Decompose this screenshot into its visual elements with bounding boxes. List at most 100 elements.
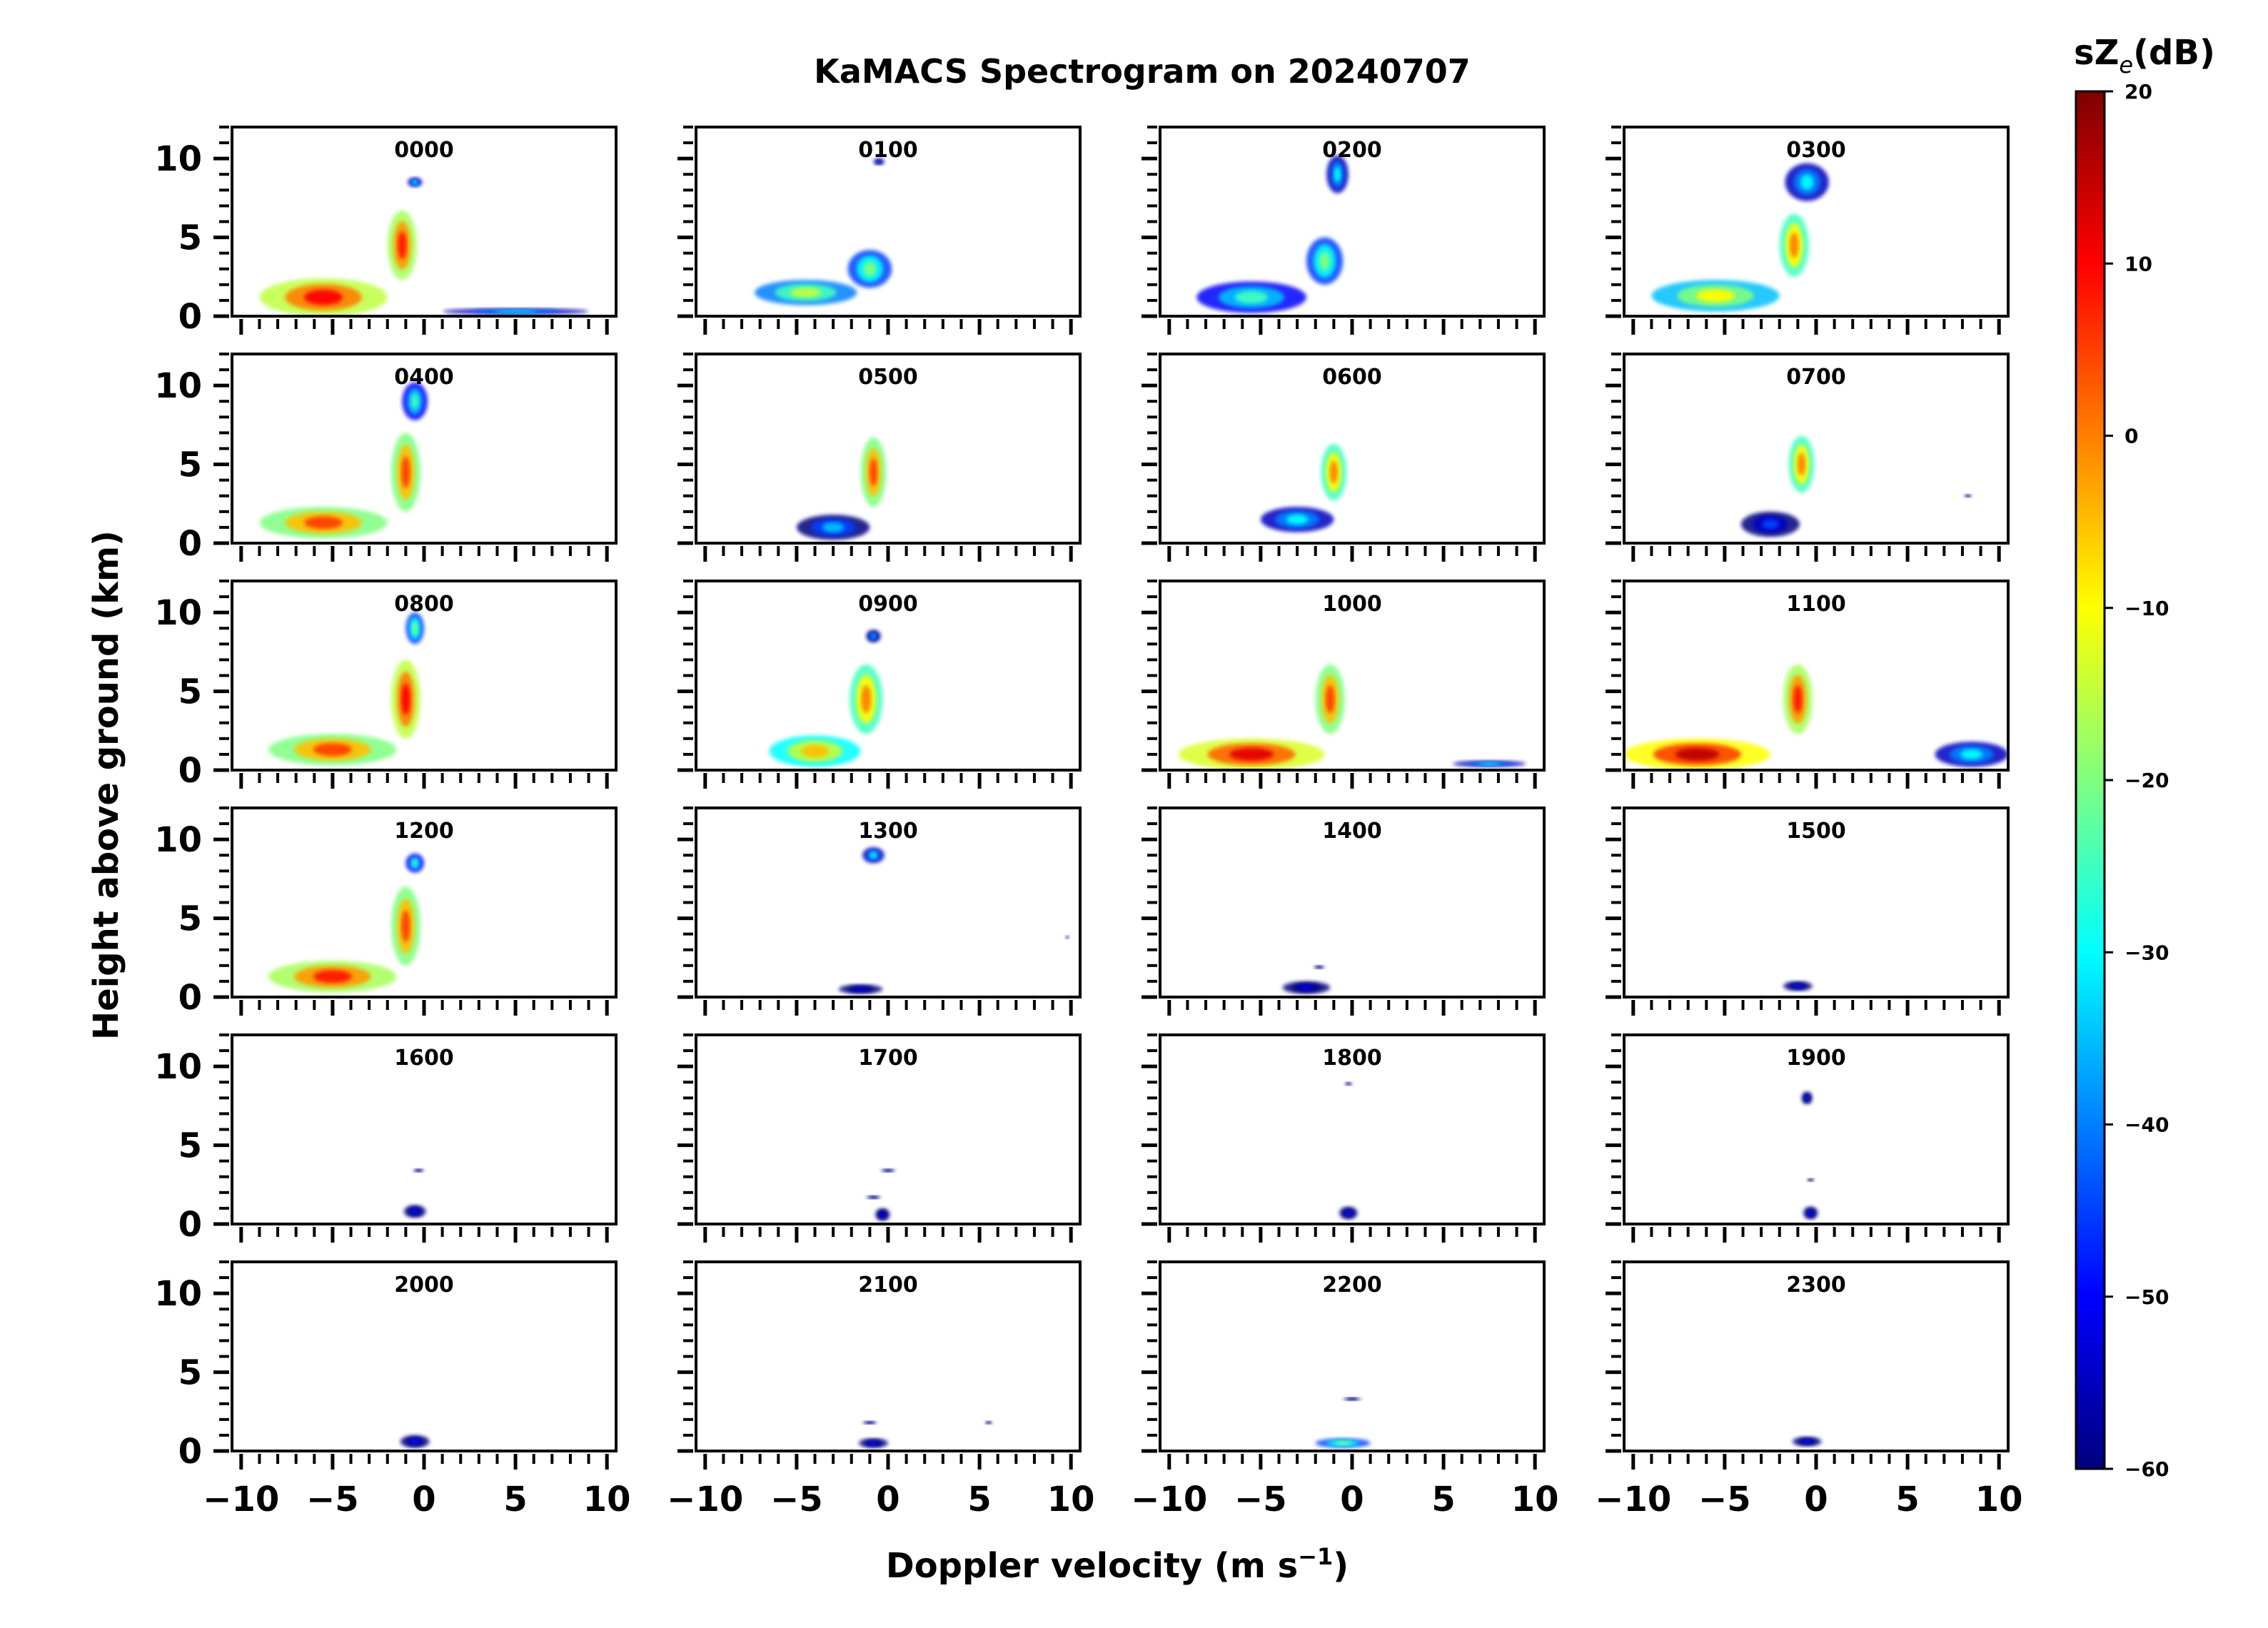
colorbar-tick-label: −40 bbox=[2125, 1113, 2169, 1137]
panel-frame bbox=[1623, 1033, 2010, 1225]
colorbar-tick-label: 10 bbox=[2125, 252, 2152, 275]
x-tick-label: 0 bbox=[876, 1480, 899, 1520]
spectrum-blob-core bbox=[871, 633, 876, 639]
spectrum-blob-core bbox=[1675, 748, 1720, 761]
y-tick-label: 10 bbox=[154, 593, 202, 633]
spectrum-blob-core bbox=[870, 851, 877, 859]
panel-label: 0900 bbox=[858, 592, 918, 617]
spectrum-blob-core bbox=[401, 910, 410, 942]
panel-0700: 0700 bbox=[1606, 353, 2010, 562]
spectra-layer bbox=[1801, 1091, 1818, 1220]
y-tick-label: 0 bbox=[178, 524, 202, 564]
spectrum-blob-core bbox=[304, 516, 343, 530]
y-tick-label: 0 bbox=[178, 297, 202, 337]
spectra-layer bbox=[796, 438, 887, 540]
spectrum-blob-core bbox=[1805, 1095, 1809, 1101]
colorbar-tick-label: 0 bbox=[2125, 425, 2138, 448]
y-tick-label: 5 bbox=[178, 899, 202, 939]
panel-label: 1900 bbox=[1786, 1046, 1846, 1071]
colorbar-tick-label: −10 bbox=[2125, 597, 2169, 620]
panel-label: 1100 bbox=[1786, 592, 1846, 617]
spectrum-blob-core bbox=[1229, 748, 1274, 761]
panel-1100: 1100 bbox=[1606, 580, 2010, 789]
x-tick-label: −10 bbox=[667, 1480, 743, 1520]
panel-frame bbox=[695, 580, 1082, 772]
spectrum-blob-core bbox=[1349, 1398, 1355, 1400]
x-tick-label: 10 bbox=[583, 1480, 631, 1520]
colorbar-tick-label: −20 bbox=[2125, 769, 2169, 792]
spectrum-blob-core bbox=[1317, 966, 1321, 968]
spectrum-blob-core bbox=[304, 289, 343, 305]
panel-0100: 0100 bbox=[677, 126, 1082, 335]
panel-label: 0100 bbox=[858, 138, 918, 163]
spectra-layer bbox=[400, 1435, 430, 1448]
y-tick-label: 10 bbox=[154, 139, 202, 179]
x-tick-label: −10 bbox=[1595, 1480, 1671, 1520]
spectra-layer bbox=[838, 847, 1069, 994]
x-tick-label: −5 bbox=[1234, 1480, 1287, 1520]
panel-frame bbox=[231, 1260, 618, 1452]
x-tick-label: 0 bbox=[412, 1480, 435, 1520]
panel-background bbox=[1624, 808, 2008, 997]
colorbar-tick-label: −50 bbox=[2125, 1285, 2169, 1309]
panel-label: 0700 bbox=[1786, 365, 1846, 390]
panel-background bbox=[696, 354, 1080, 543]
spectrum-blob-core bbox=[1067, 936, 1068, 938]
x-tick-label: −5 bbox=[770, 1480, 823, 1520]
panel-frame bbox=[1623, 807, 2010, 998]
panel-frame bbox=[1623, 1260, 2010, 1452]
panel-frame bbox=[1623, 353, 2010, 545]
panel-label: 1300 bbox=[858, 819, 918, 844]
panel-label: 1800 bbox=[1322, 1046, 1382, 1071]
panel-0800: 0800 0 5 10 bbox=[154, 580, 618, 791]
panel-label: 0600 bbox=[1322, 365, 1382, 390]
colorbar-ticks: 20 10 0 −10 −20 −30 −40 −50 −60 bbox=[2105, 80, 2169, 1481]
panel-frame bbox=[695, 807, 1082, 998]
y-tick-label: 10 bbox=[154, 1274, 202, 1314]
panel-background bbox=[1160, 1035, 1544, 1224]
spectrum-blob-core bbox=[401, 456, 410, 488]
spectra-layer bbox=[1740, 435, 1972, 537]
spectra-layer bbox=[769, 630, 883, 767]
spectrum-blob-core bbox=[401, 683, 410, 715]
spectrum-blob-core bbox=[867, 1422, 872, 1424]
x-tick-label: 0 bbox=[1340, 1480, 1364, 1520]
panel-0500: 0500 bbox=[677, 353, 1082, 562]
spectrum-blob-core bbox=[313, 743, 352, 757]
panel-1200: 1200 0 5 10 bbox=[154, 807, 618, 1018]
spectra-layer bbox=[1651, 163, 1829, 312]
panel-1700: 1700 bbox=[677, 1033, 1082, 1243]
panel-background bbox=[1160, 581, 1544, 770]
y-tick-label: 10 bbox=[154, 820, 202, 860]
panel-label: 0200 bbox=[1322, 138, 1382, 163]
spectrum-blob-core bbox=[1334, 166, 1341, 182]
panel-frame bbox=[695, 1260, 1082, 1452]
x-tick-label: 5 bbox=[1431, 1480, 1455, 1520]
panel-frame bbox=[695, 1033, 1082, 1225]
panel-label: 2200 bbox=[1322, 1273, 1382, 1298]
spectrum-blob-core bbox=[861, 685, 872, 714]
x-tick-label: −10 bbox=[203, 1480, 279, 1520]
panel-background bbox=[696, 1262, 1080, 1451]
spectrum-blob-core bbox=[493, 310, 538, 313]
panel-0300: 0300 bbox=[1606, 126, 2010, 335]
x-tick-label: −5 bbox=[306, 1480, 359, 1520]
panel-frame bbox=[1159, 126, 1546, 318]
spectrum-blob-core bbox=[1299, 985, 1314, 991]
panel-1500: 1500 bbox=[1606, 807, 2010, 1016]
y-tick-label: 5 bbox=[178, 1126, 202, 1166]
spectra-layer bbox=[754, 158, 892, 305]
spectra-layer bbox=[1315, 1397, 1371, 1448]
panel-background bbox=[696, 581, 1080, 770]
x-tick-label: 5 bbox=[967, 1480, 991, 1520]
y-tick-label: 0 bbox=[178, 1432, 202, 1472]
spectrum-blob-core bbox=[1696, 289, 1735, 303]
x-tick-label: −10 bbox=[1131, 1480, 1207, 1520]
spectrum-blob-core bbox=[410, 1439, 420, 1445]
spectra-layer bbox=[259, 382, 428, 539]
panel-frame bbox=[1159, 580, 1546, 772]
y-tick-label: 5 bbox=[178, 445, 202, 485]
colorbar-tick-label: −60 bbox=[2125, 1457, 2169, 1481]
